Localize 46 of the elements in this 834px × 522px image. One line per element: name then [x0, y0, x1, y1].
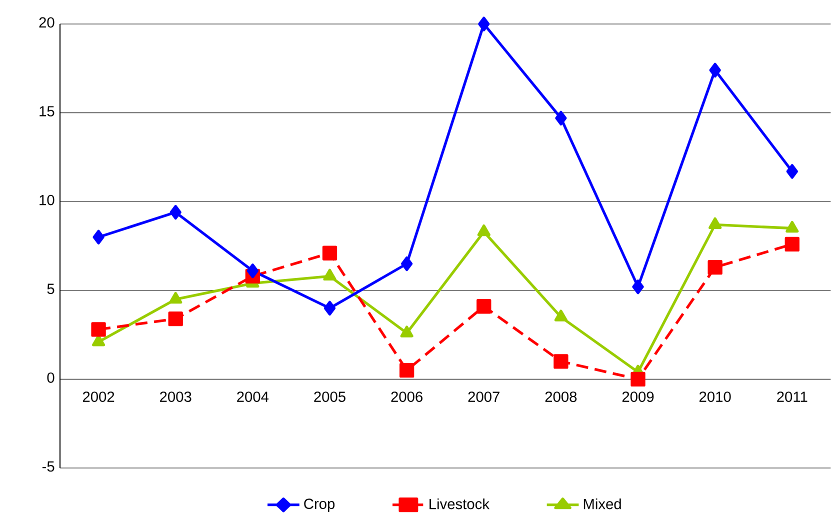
point	[400, 256, 413, 272]
point	[476, 299, 492, 314]
point	[554, 354, 568, 369]
x-tick-label: 2004	[237, 392, 269, 402]
point	[786, 164, 798, 179]
x-tick-label: 2010	[699, 392, 731, 402]
x-tick-label: 2008	[545, 392, 577, 402]
point	[708, 260, 722, 275]
point	[709, 62, 721, 78]
point	[91, 322, 106, 337]
point	[632, 280, 644, 294]
point	[554, 310, 568, 322]
point	[786, 220, 799, 233]
legend-label: Mixed	[584, 498, 621, 510]
x-tick-label: 2011	[777, 392, 808, 402]
y-tick-label: 5	[47, 284, 54, 294]
point	[400, 326, 414, 338]
point	[630, 372, 646, 387]
point	[92, 230, 104, 244]
point	[324, 300, 336, 316]
point	[246, 264, 259, 278]
x-tick-label: 2005	[314, 392, 346, 402]
point	[168, 311, 183, 326]
point	[170, 204, 182, 220]
point	[478, 16, 490, 32]
point	[92, 334, 106, 346]
y-tick-label: 10	[40, 194, 54, 206]
point	[784, 236, 800, 252]
y-tick-label: 15	[40, 106, 54, 116]
x-tick-label: 2009	[622, 392, 654, 402]
x-tick-label: 2006	[391, 392, 422, 402]
legend-label: Livestock	[430, 498, 490, 510]
point	[322, 246, 338, 260]
y-tick-label: 0	[47, 372, 54, 383]
x-tick-label: 2002	[82, 392, 114, 402]
x-tick-label: 2007	[468, 392, 500, 402]
x-tick-label: 2003	[160, 392, 192, 402]
point	[169, 292, 182, 304]
point	[323, 268, 336, 281]
point	[555, 110, 567, 126]
y-tick-label: -5	[42, 461, 54, 472]
point	[477, 224, 490, 236]
point	[708, 217, 722, 230]
point	[399, 362, 414, 378]
legend-label: Crop	[304, 498, 335, 512]
y-tick-label: 20	[39, 17, 54, 28]
